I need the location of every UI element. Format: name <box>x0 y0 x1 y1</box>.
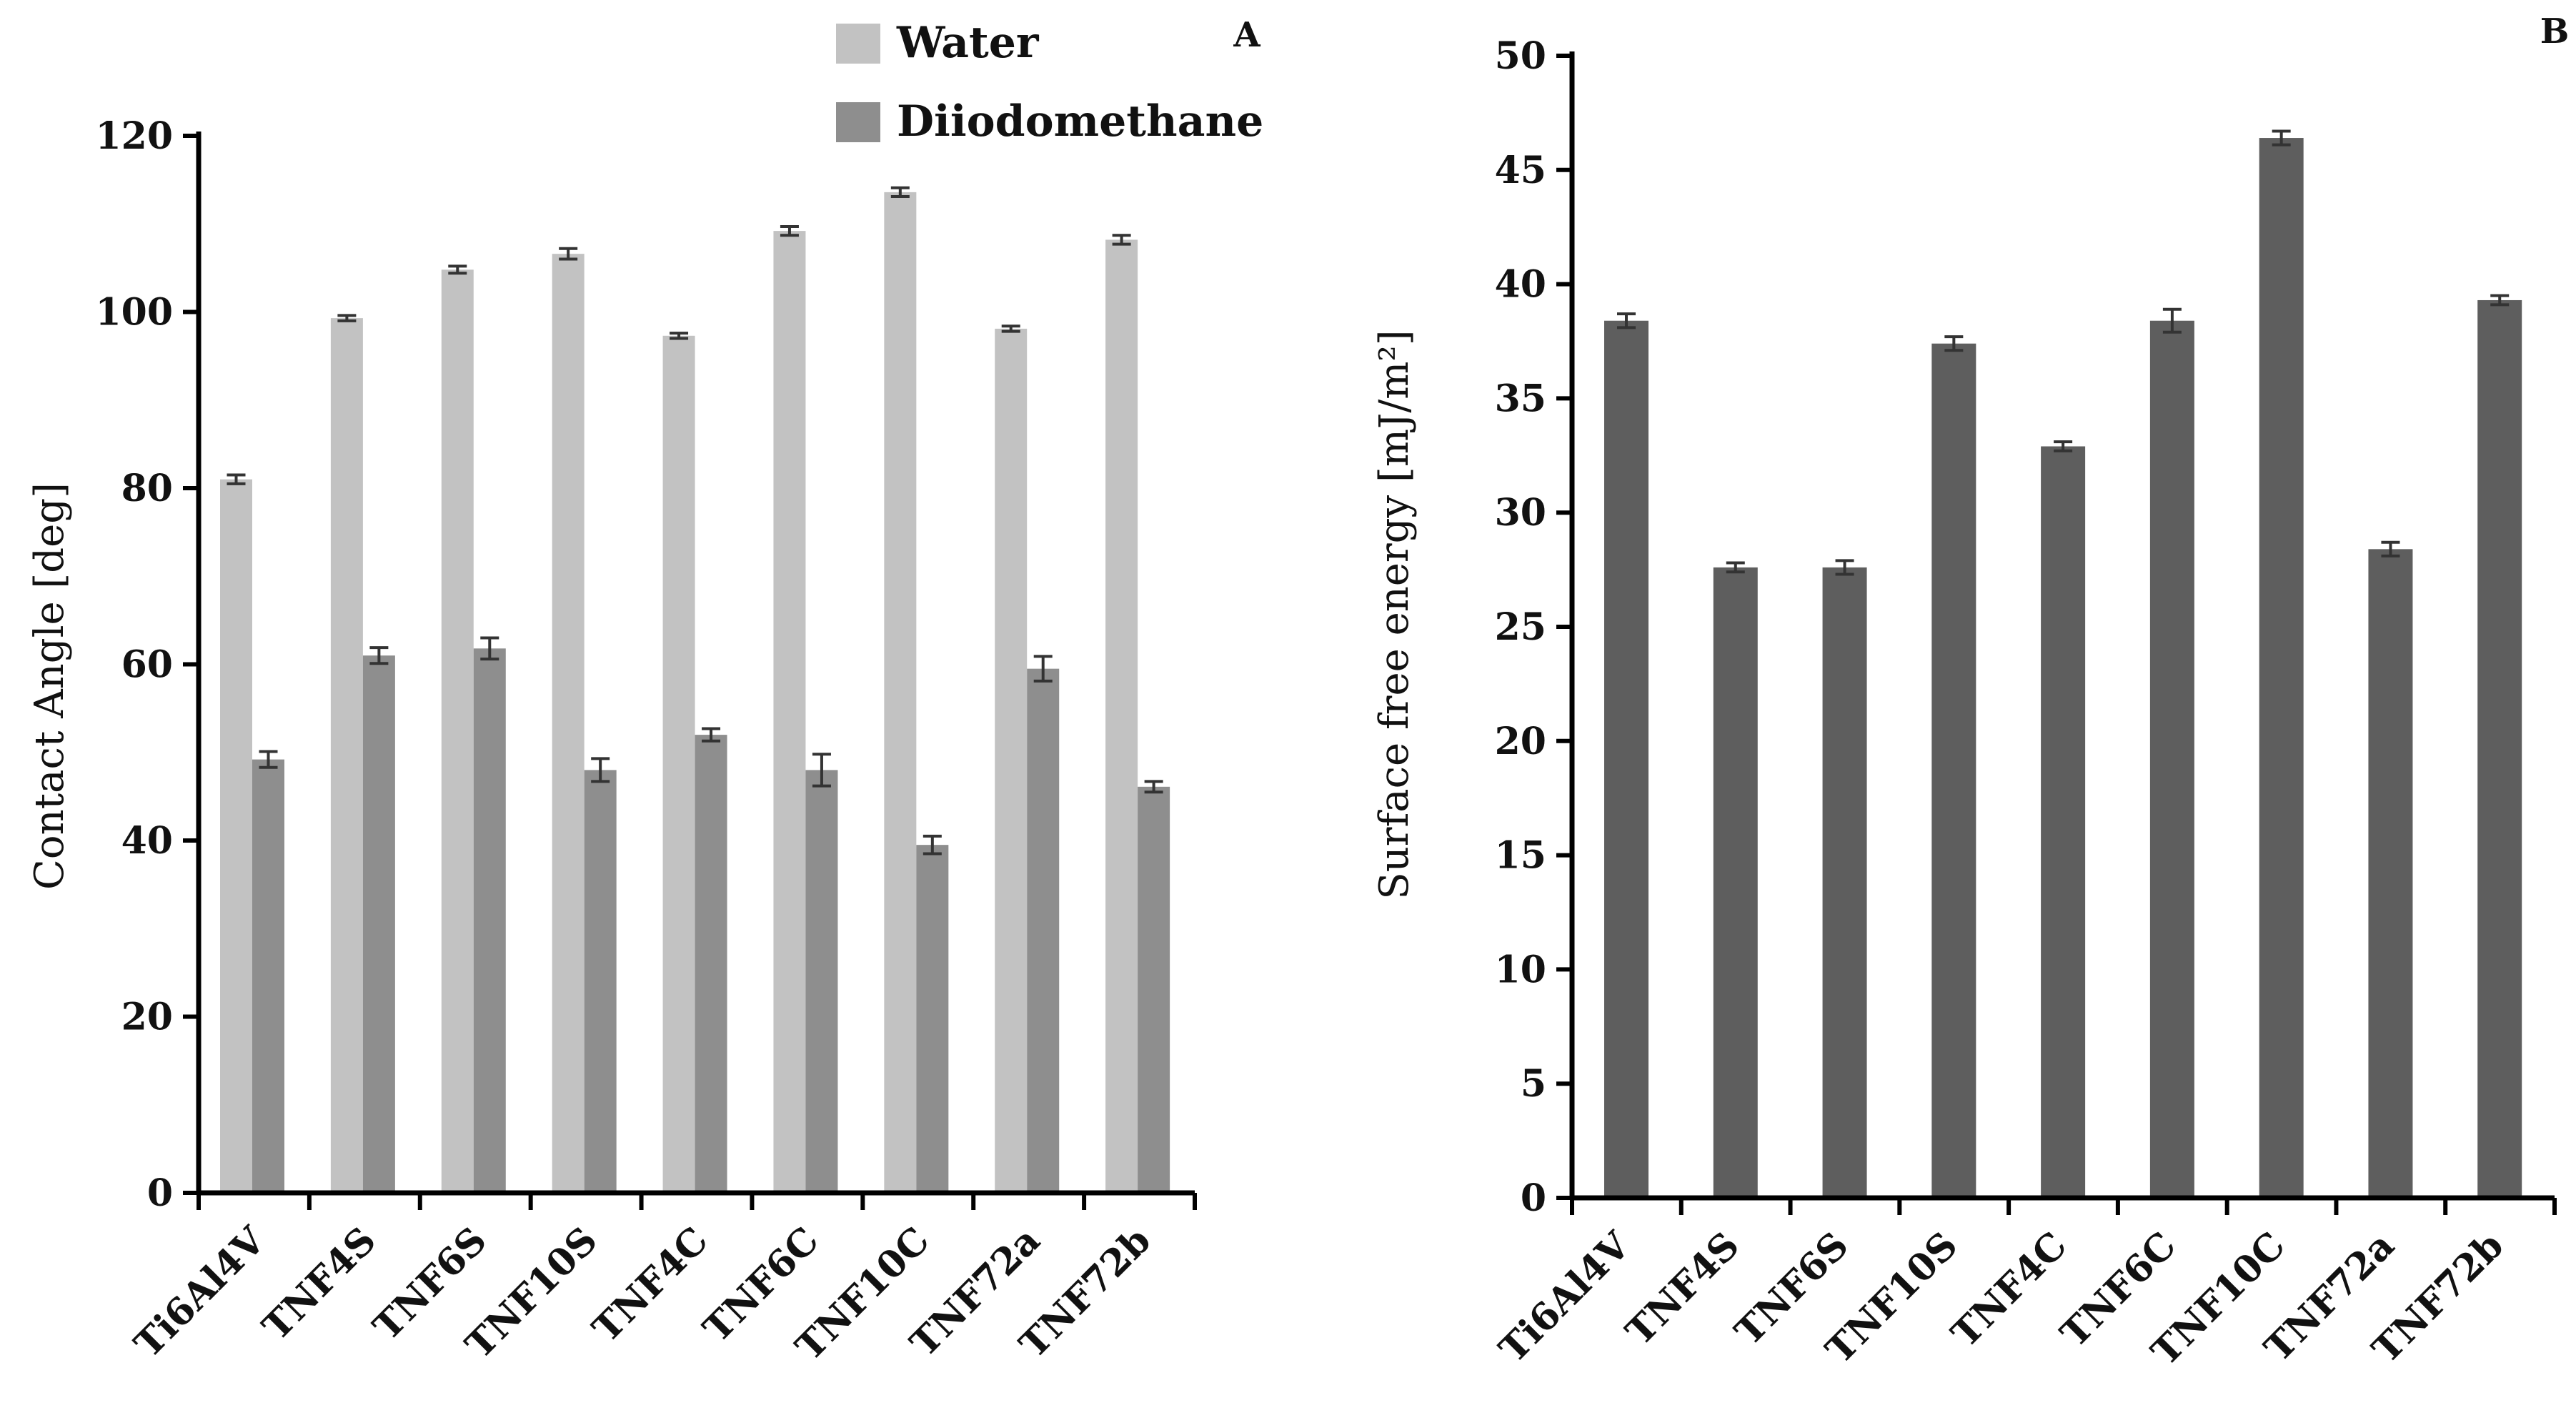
legend-label-water: Water <box>896 18 1040 68</box>
chart-surface-free-energy: Surface free energy [mJ/m²] B 0 5 10 15 20 25… <box>1371 11 2569 1374</box>
bar-surface-free-energy-tnf72a <box>2368 549 2413 1198</box>
y-tick-label: 5 <box>1521 1062 1546 1106</box>
bar-surface-free-energy-tnf4s <box>1713 567 1758 1198</box>
error-bar-water-tnf4c <box>670 332 689 340</box>
error-bar-surface-free-energy-tnf72a <box>2381 540 2400 557</box>
error-bar-diiodomethane-tnf6s <box>480 636 499 661</box>
bar-diiodomethane-tnf10c <box>916 845 949 1193</box>
error-bar-diiodomethane-tnf10s <box>591 757 610 783</box>
bar-water-tnf10s <box>552 254 585 1193</box>
bar-water-tnf72a <box>995 328 1028 1194</box>
x-category-label-tnf4c: TNF4C <box>585 1219 717 1351</box>
x-category-label-ti6al4v: Ti6Al4V <box>1491 1223 1640 1372</box>
bar-surface-free-energy-tnf72b <box>2477 299 2522 1199</box>
y-tick-label: 0 <box>1521 1176 1546 1220</box>
bar-diiodomethane-tnf6c <box>805 770 838 1193</box>
error-bar-water-ti6al4v <box>227 473 246 485</box>
legend-label-diiodomethane: Diiodomethane <box>897 96 1263 147</box>
bar-water-tnf4s <box>330 318 363 1194</box>
bar-surface-free-energy-tnf6c <box>2149 320 2194 1199</box>
y-tick-label: 80 <box>121 467 173 510</box>
bar-surface-free-energy-tnf4c <box>2041 446 2086 1198</box>
y-tick-label: 40 <box>1495 263 1546 307</box>
y-tick-label: 0 <box>147 1171 173 1215</box>
y-tick-label: 10 <box>1495 948 1546 991</box>
bar-water-tnf72b <box>1105 239 1138 1193</box>
error-bar-water-tnf10c <box>890 186 910 199</box>
error-bar-diiodomethane-tnf72a <box>1033 655 1053 683</box>
bar-diiodomethane-tnf4c <box>695 735 727 1193</box>
bar-diiodomethane-ti6al4v <box>252 759 284 1193</box>
error-bar-diiodomethane-ti6al4v <box>259 750 278 769</box>
x-category-label-tnf4s: TNF4S <box>1618 1224 1748 1354</box>
error-bar-water-tnf6c <box>780 224 799 237</box>
bar-diiodomethane-tnf72a <box>1027 668 1060 1193</box>
y-axis-title-surface-free-energy: Surface free energy [mJ/m²] <box>1371 329 1418 899</box>
error-bar-surface-free-energy-ti6al4v <box>1617 312 1636 329</box>
error-bar-surface-free-energy-tnf6s <box>1835 559 1854 576</box>
y-tick-label: 20 <box>121 996 173 1039</box>
y-tick-label: 25 <box>1495 605 1546 649</box>
y-tick-label: 60 <box>121 643 173 687</box>
bar-diiodomethane-tnf10s <box>584 770 617 1193</box>
bar-diiodomethane-tnf72b <box>1138 786 1170 1193</box>
y-tick-label: 50 <box>1495 34 1546 78</box>
y-tick-label: 15 <box>1495 834 1546 878</box>
y-tick-label: 20 <box>1495 720 1546 763</box>
error-bar-diiodomethane-tnf10c <box>923 834 942 856</box>
panel-label-b: B <box>2540 11 2570 51</box>
error-bar-surface-free-energy-tnf10s <box>1944 335 1964 352</box>
legend-swatch-diiodomethane <box>836 102 880 142</box>
x-category-label-tnf4s: TNF4S <box>254 1219 384 1349</box>
error-bar-diiodomethane-tnf72b <box>1144 780 1163 794</box>
x-category-label-tnf4c: TNF4C <box>1943 1224 2075 1356</box>
error-bar-water-tnf6s <box>448 264 467 275</box>
bar-water-tnf6c <box>773 231 806 1193</box>
bar-surface-free-energy-ti6al4v <box>1604 320 1648 1199</box>
error-bar-water-tnf10s <box>559 247 578 261</box>
y-tick-label: 40 <box>121 819 173 863</box>
bar-surface-free-energy-tnf10c <box>2259 138 2304 1198</box>
y-axis-title-contact-angle: Contact Angle [deg] <box>26 482 73 890</box>
legend-swatch-water <box>836 24 880 64</box>
error-bar-water-tnf72a <box>1001 324 1020 333</box>
bar-water-tnf6s <box>441 269 474 1194</box>
error-bar-diiodomethane-tnf4c <box>702 727 721 743</box>
error-bar-surface-free-energy-tnf4c <box>2054 440 2073 452</box>
panel-label-a: A <box>1233 15 1260 55</box>
bar-surface-free-energy-tnf6s <box>1822 567 1867 1198</box>
bar-diiodomethane-tnf4s <box>362 655 395 1193</box>
error-bar-surface-free-energy-tnf72b <box>2490 294 2510 307</box>
error-bar-surface-free-energy-tnf10c <box>2272 129 2291 147</box>
chart-contact-angle: Contact Angle [deg] A Water Diiodomethan… <box>26 15 1263 1369</box>
y-tick-label: 30 <box>1495 491 1546 535</box>
bar-water-tnf10c <box>884 192 917 1193</box>
error-bar-surface-free-energy-tnf6c <box>2162 307 2182 334</box>
error-bar-diiodomethane-tnf6c <box>812 753 831 788</box>
x-category-label-ti6al4v: Ti6Al4V <box>126 1218 275 1367</box>
y-tick-label: 100 <box>95 291 173 334</box>
error-bar-surface-free-energy-tnf4s <box>1726 561 1745 574</box>
bar-water-ti6al4v <box>220 479 252 1193</box>
y-tick-label: 45 <box>1495 149 1546 192</box>
bar-surface-free-energy-tnf10s <box>1931 343 1976 1198</box>
error-bar-diiodomethane-tnf4s <box>369 646 389 665</box>
y-tick-label: 120 <box>95 114 173 158</box>
y-tick-label: 35 <box>1495 377 1546 420</box>
error-bar-water-tnf4s <box>337 314 357 322</box>
error-bar-water-tnf72b <box>1112 234 1131 246</box>
bar-water-tnf4c <box>662 335 695 1194</box>
bar-diiodomethane-tnf6s <box>473 648 506 1193</box>
